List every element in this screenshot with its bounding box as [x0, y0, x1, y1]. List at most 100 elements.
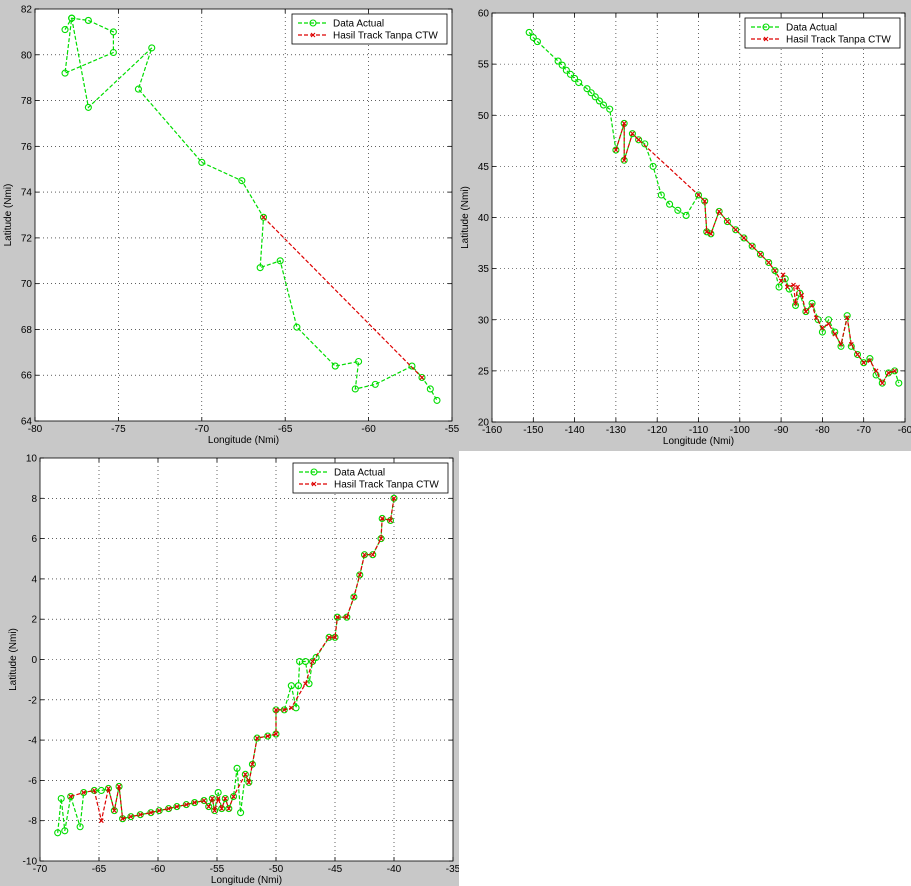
chart-1-y-tick-label: 82	[21, 5, 33, 16]
chart-2-data-point-actual	[802, 308, 810, 316]
chart-2-data-point-actual	[649, 162, 657, 170]
chart-3-data-point-actual	[173, 803, 181, 811]
chart-1-data-point-actual	[198, 158, 206, 166]
chart-1-x-axis-label: Longitude (Nmi)	[208, 435, 279, 446]
chart-3-data-point-actual	[237, 809, 245, 817]
chart-2-x-tick-label: -140	[565, 425, 585, 436]
chart-3-data-point-track	[212, 808, 218, 814]
chart-3-data-point-track	[156, 808, 162, 814]
chart-2-data-point-track	[838, 341, 844, 347]
chart-1-y-tick-label: 74	[21, 188, 33, 199]
chart-1-x-tick-label: -65	[278, 424, 293, 435]
chart-1-data-point-actual	[276, 257, 284, 265]
chart-3-data-point-track	[226, 806, 232, 811]
chart-3-data-point-track	[137, 812, 143, 818]
chart-3-x-tick-label: -45	[328, 864, 343, 875]
chart-1: -80 -75 -70 -65 -60 -55 64 66 68 70 72 74 76 78 80 82 Lo…	[3, 5, 459, 447]
chart-2-data-point-actual	[891, 367, 899, 375]
chart-3-data-point-track	[288, 705, 294, 711]
chart-3-data-point-track	[351, 594, 357, 600]
chart-2-x-tick-label: -150	[523, 425, 543, 436]
chart-2-data-point-actual	[562, 66, 570, 74]
chart-2-data-point-actual	[831, 328, 839, 336]
chart-3-data-point-track	[344, 614, 350, 620]
chart-2-data-point-track	[826, 321, 831, 327]
chart-2-y-axis-label: Latitude (Nmi)	[460, 186, 471, 249]
chart-3-data-point-actual	[200, 796, 208, 805]
chart-3-data-point-track	[106, 786, 111, 791]
chart-3-data-point-actual	[287, 682, 295, 690]
chart-3-data-point-track	[128, 814, 134, 820]
chart-3-data-point-actual	[155, 807, 163, 815]
chart-3-data-point-actual	[61, 827, 69, 835]
chart-2-data-point-actual	[635, 136, 643, 144]
chart-2-data-point-actual	[775, 283, 783, 291]
chart-3-y-tick-label: -2	[28, 695, 37, 706]
chart-3-data-point-actual	[233, 764, 241, 772]
chart-3-data-point-actual	[54, 829, 62, 837]
chart-3-data-point-actual	[80, 788, 88, 797]
chart-2-legend-box	[744, 17, 901, 49]
chart-1-legend-label-1: Data Actual	[333, 19, 384, 30]
chart-3-data-point-actual	[294, 682, 302, 690]
chart-2-data-point-track	[861, 360, 867, 366]
chart-1-legend-marker-2	[310, 32, 316, 38]
chart-2-data-point-track	[795, 284, 801, 290]
chart-3-data-point-track	[326, 634, 332, 640]
chart-1-data-point-actual	[426, 385, 434, 393]
chart-1-x-tick-label: -55	[445, 424, 459, 435]
chart-2-x-tick-label: -120	[647, 425, 667, 436]
chart-3-data-point-actual	[191, 799, 199, 807]
chart-3-y-tick-label: -6	[28, 776, 37, 787]
chart-3-x-tick-label: -55	[210, 864, 225, 875]
chart-2-data-point-actual	[583, 85, 591, 93]
chart-3-axes-frame	[39, 457, 454, 862]
chart-1-data-point-actual	[68, 14, 76, 22]
chart-2-data-point-actual	[571, 74, 579, 82]
chart-2-data-point-actual	[628, 130, 636, 138]
chart-3-data-point-track	[116, 784, 122, 789]
chart-2-data-point-actual	[566, 70, 575, 78]
chart-3-data-point-track	[174, 804, 180, 809]
chart-2-x-tick-label: -70	[856, 425, 871, 436]
chart-2-data-point-track	[613, 147, 619, 153]
chart-panel-2: -160 -150 -140 -130 -120 -110 -100 -90 -80 -70 -60…	[459, 0, 911, 451]
chart-1-data-point-actual	[84, 16, 92, 24]
chart-2-data-point-track	[867, 358, 873, 364]
chart-2-data-point-actual	[740, 234, 748, 242]
chart-3-data-point-track	[379, 516, 385, 521]
chart-3-data-point-actual	[104, 784, 112, 793]
chart-2-x-tick-label: -160	[482, 425, 502, 436]
chart-3-data-point-actual	[165, 805, 173, 813]
chart-3-legend-marker-2	[311, 481, 317, 487]
chart-3-data-point-actual	[97, 786, 105, 795]
chart-2-data-point-actual	[666, 200, 674, 208]
chart-3-series-line-1	[57, 498, 395, 833]
chart-2-data-point-actual	[595, 97, 603, 105]
chart-2-data-point-actual	[884, 369, 893, 377]
chart-1-data-point-actual	[433, 396, 441, 404]
chart-3-data-point-actual	[378, 514, 386, 522]
chart-2-data-point-track	[791, 282, 796, 288]
chart-3-data-point-actual	[333, 613, 341, 621]
chart-3-data-point-track	[148, 810, 154, 816]
chart-2-series-line-2	[615, 123, 895, 385]
chart-2-data-point-track	[855, 352, 860, 357]
chart-3-data-point-actual	[127, 813, 135, 821]
chart-2-data-point-track	[702, 198, 708, 204]
chart-2-data-point-track	[725, 219, 730, 224]
chart-1-data-point-actual	[238, 177, 246, 185]
chart-2-y-tick-label: 25	[478, 366, 490, 377]
chart-2-data-point-actual	[723, 218, 731, 226]
chart-2-data-point-track	[813, 315, 819, 321]
chart-2-x-tick-label: -100	[730, 425, 750, 436]
chart-2-x-tick-label: -80	[815, 425, 830, 436]
chart-1-legend-label-2: Hasil Track Tanpa CTW	[333, 31, 438, 42]
chart-2-data-point-track	[741, 235, 747, 241]
chart-3-legend-label-1: Data Actual	[334, 468, 385, 479]
chart-2-data-point-actual	[756, 250, 765, 258]
chart-2-data-point-actual	[591, 93, 599, 101]
chart-3-data-point-track	[206, 804, 212, 809]
chart-3-data-point-actual	[312, 653, 320, 662]
